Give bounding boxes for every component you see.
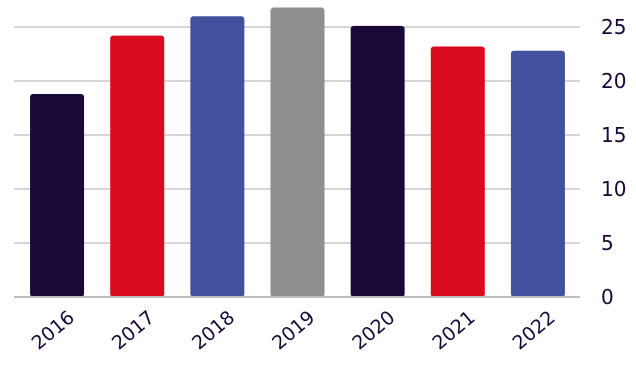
- x-tick-label: 2018: [188, 306, 239, 354]
- x-tick-label: 2019: [268, 306, 319, 354]
- bar-2022: [510, 50, 565, 298]
- y-tick-label: 0: [601, 285, 614, 309]
- x-tick-label: 2021: [428, 306, 479, 354]
- bar-2020: [350, 25, 405, 297]
- y-axis-ticks: 0 5 10 15 20 25: [601, 15, 626, 309]
- bar-2019: [270, 7, 325, 298]
- bar-2021: [430, 46, 485, 297]
- x-tick-label: 2022: [508, 306, 559, 354]
- bars: [30, 7, 565, 298]
- y-tick-label: 25: [601, 15, 626, 39]
- x-tick-label: 2017: [108, 306, 159, 354]
- x-axis-ticks: 2016 2017 2018 2019 2020 2021 2022: [28, 306, 560, 354]
- x-tick-label: 2020: [348, 306, 399, 354]
- bar-2018: [190, 16, 245, 297]
- y-tick-label: 15: [601, 123, 626, 147]
- x-tick-label: 2016: [28, 306, 79, 354]
- y-tick-label: 10: [601, 177, 626, 201]
- bar-2016: [30, 93, 85, 298]
- y-tick-label: 20: [601, 69, 626, 93]
- y-tick-label: 5: [601, 231, 614, 255]
- bar-2017: [110, 35, 165, 297]
